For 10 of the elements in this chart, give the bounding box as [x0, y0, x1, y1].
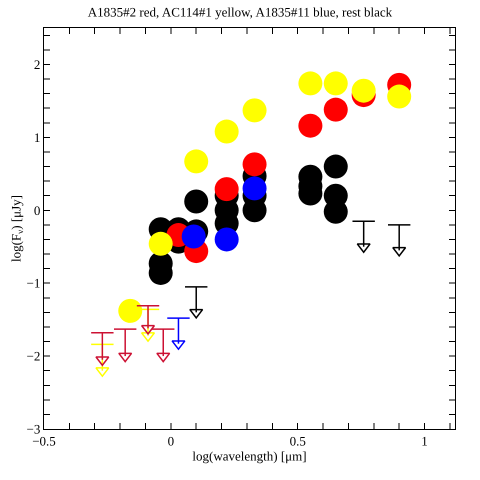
x-tick-label: 0	[168, 434, 174, 449]
y-tick-label: 1	[34, 130, 40, 145]
x-tick-label: 1	[421, 434, 428, 449]
chart-title: A1835#2 red, AC114#1 yellow, A1835#11 blue, rest black	[88, 4, 393, 20]
y-tick-label: −2	[26, 348, 40, 364]
x-axis-title: log(wavelength) [μm]	[192, 448, 307, 464]
x-tick-label: 0.5	[290, 434, 306, 449]
y-tick-label: −1	[26, 276, 40, 291]
y-tick-label: 2	[34, 57, 40, 72]
y-tick-label: 0	[34, 202, 40, 218]
